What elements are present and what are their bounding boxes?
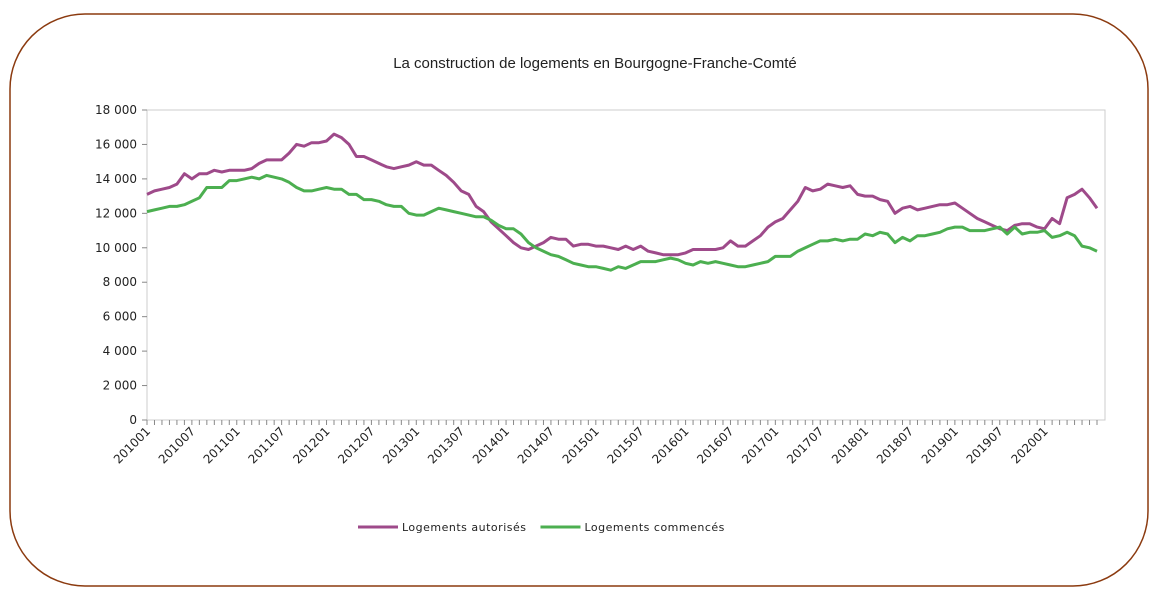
y-tick-label: 12 000 xyxy=(95,206,137,220)
legend-label: Logements commencés xyxy=(584,521,724,534)
y-tick-label: 14 000 xyxy=(95,172,137,186)
y-tick-label: 8 000 xyxy=(103,275,137,289)
chart-title: La construction de logements en Bourgogn… xyxy=(393,55,797,72)
y-tick-label: 18 000 xyxy=(95,103,137,117)
y-tick-label: 2 000 xyxy=(103,379,137,393)
y-tick-label: 10 000 xyxy=(95,241,137,255)
y-tick-label: 4 000 xyxy=(103,344,137,358)
y-tick-label: 16 000 xyxy=(95,137,137,151)
y-tick-label: 6 000 xyxy=(103,310,137,324)
y-tick-label: 0 xyxy=(129,413,137,427)
series-line xyxy=(146,173,1098,272)
frame xyxy=(9,13,1149,587)
series-line xyxy=(146,132,1099,257)
legend-label: Logements autorisés xyxy=(402,521,526,534)
